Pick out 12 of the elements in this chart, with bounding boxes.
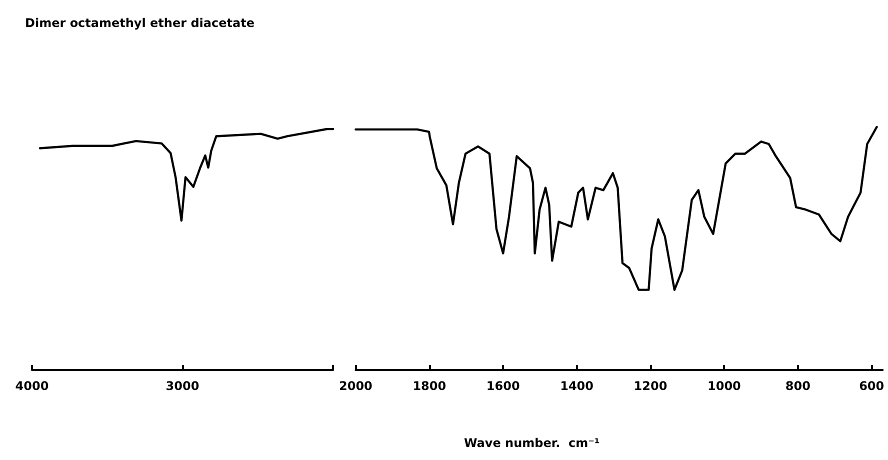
- x-tick-label: 2000: [338, 379, 372, 393]
- x-tick-label: 1800: [412, 379, 446, 393]
- x-tick-label: 3000: [166, 379, 200, 393]
- x-tick-label: 1000: [708, 379, 741, 393]
- chart-title: Dimer octamethyl ether diacetate: [25, 16, 254, 30]
- x-tick-label: 4000: [15, 379, 49, 393]
- x-tick-label: 1600: [486, 379, 520, 393]
- x-tick-label: 1400: [560, 379, 594, 393]
- x-tick-label: 1200: [634, 379, 668, 393]
- x-axis-title: Wave number. cm⁻¹: [464, 436, 600, 450]
- x-tick-label: 600: [859, 379, 884, 393]
- x-tick-label: 800: [785, 379, 810, 393]
